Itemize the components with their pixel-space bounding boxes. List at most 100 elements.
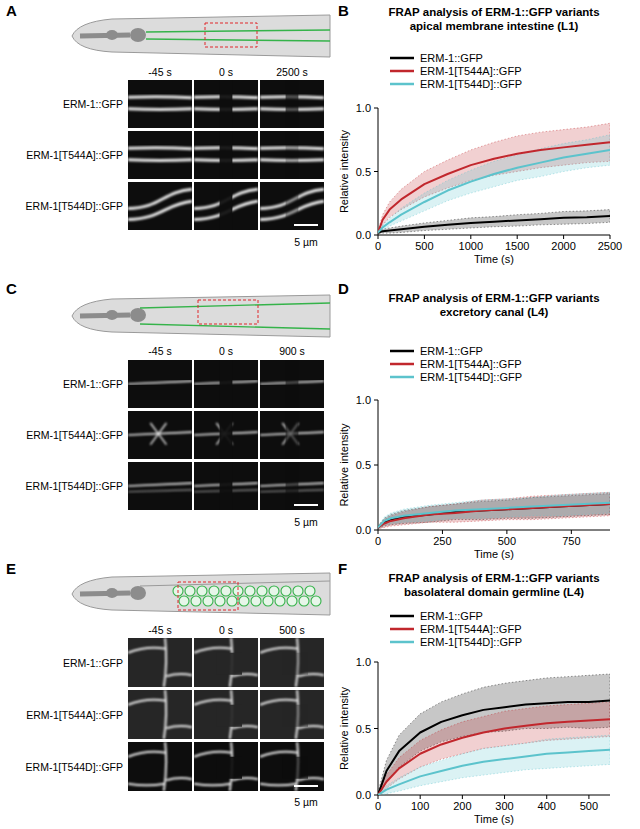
time-label: 900 s [279, 345, 305, 357]
canal [128, 490, 192, 492]
subtitle: apical membrane intestine (L1) [410, 20, 579, 32]
y-tick [374, 400, 378, 401]
membrane [128, 107, 192, 111]
panel-label: D [338, 280, 349, 297]
legend-entry: ERM-1[T544D]::GFP [420, 371, 522, 383]
y-tick-label: 0.0 [356, 789, 371, 801]
cell-boundary [194, 784, 230, 786]
x-axis-label: Time (s) [474, 813, 514, 825]
x-tick-label: 2500 [598, 240, 622, 252]
canal [128, 483, 192, 486]
micrograph-content [260, 462, 324, 510]
cell-boundary [260, 700, 298, 705]
time-label: -45 s [148, 66, 171, 78]
cell-boundary [128, 752, 166, 757]
series-line [378, 216, 610, 233]
x-axis [378, 530, 610, 531]
legend-entry: ERM-1[T544D]::GFP [420, 78, 522, 90]
bleach-region [286, 131, 299, 179]
germ-cell [263, 596, 273, 606]
x-tick [470, 235, 471, 239]
plot-data [378, 123, 610, 233]
signal [128, 381, 192, 384]
micrograph-content [128, 381, 192, 384]
micrograph [194, 131, 258, 179]
x-tick [546, 795, 547, 799]
y-tick-label: 0.0 [356, 524, 371, 536]
x-tick-label: 1000 [459, 240, 483, 252]
signal [128, 483, 192, 492]
micrograph-content [128, 483, 192, 492]
excretory-canal [140, 324, 330, 329]
scale-bar-label: 5 µm [294, 516, 318, 528]
x-axis-label: Time (s) [474, 548, 514, 560]
y-tick [374, 465, 378, 466]
micrograph [194, 690, 258, 739]
row-label: ERM-1[T544D]::GFP [26, 761, 123, 773]
x-tick-label: 500 [580, 800, 598, 812]
x-tick [378, 530, 379, 534]
micrograph [194, 80, 258, 128]
row-label: ERM-1[T544A]::GFP [26, 709, 123, 721]
legend-entry: ERM-1::GFP [420, 345, 483, 357]
germ-cell [293, 586, 303, 596]
bleach-region [282, 757, 308, 779]
error-band [378, 135, 610, 234]
row-label: ERM-1[T544A]::GFP [26, 429, 123, 441]
germ-cell [287, 596, 297, 606]
signal [128, 638, 192, 687]
error-band [378, 492, 610, 528]
micrograph-content [128, 690, 192, 739]
bleach-region [282, 705, 308, 727]
micrograph-content [194, 742, 258, 791]
series-line [378, 719, 610, 795]
pharynx [80, 315, 130, 316]
micrograph [128, 742, 192, 791]
y-tick-label: 0.0 [356, 229, 371, 241]
x-tick [571, 530, 572, 534]
legend-swatch [390, 641, 414, 644]
panel-label: F [338, 560, 347, 577]
micrograph [194, 742, 258, 791]
cell-boundary [194, 648, 232, 653]
error-band [378, 702, 610, 795]
germ-cell [299, 596, 309, 606]
germ-cell [257, 586, 267, 596]
x-tick-label: 2000 [551, 240, 575, 252]
micrograph-content [128, 742, 192, 791]
signal [194, 742, 258, 791]
chart: DFRAP analysis of ERM-1::GFP variantsexc… [338, 280, 610, 560]
panel-label: E [6, 560, 16, 577]
micrograph [194, 462, 258, 510]
x-tick-label: 300 [495, 800, 513, 812]
micrograph-content [194, 360, 258, 408]
micrograph-content [128, 189, 192, 219]
pharynx [80, 593, 130, 594]
cell-boundary [194, 752, 232, 757]
legend-entry: ERM-1[T544D]::GFP [420, 636, 522, 648]
legend-swatch [390, 70, 414, 73]
cell-boundary [260, 648, 298, 653]
y-tick [374, 728, 378, 729]
y-axis-label: Relative intensity [338, 423, 350, 507]
error-band [378, 492, 610, 528]
legend-swatch [390, 57, 414, 60]
bleach-region [220, 80, 233, 128]
pharynx-bulb [106, 310, 118, 320]
y-tick-label: 0.5 [356, 459, 371, 471]
micrograph [194, 638, 258, 687]
scale-bar-label: 5 µm [294, 796, 318, 808]
x-axis [378, 235, 610, 236]
roi-box [178, 582, 238, 610]
legend-entry: ERM-1[T544A]::GFP [420, 65, 521, 77]
signal [260, 638, 324, 687]
signal [128, 742, 192, 791]
pharynx-bulb [130, 308, 146, 322]
cell-boundary [194, 700, 232, 705]
micrograph [260, 80, 324, 128]
chart: FFRAP analysis of ERM-1::GFP variantsbas… [338, 560, 610, 825]
germ-cell [305, 586, 315, 596]
bleach-region [220, 360, 233, 408]
germ-cell [281, 586, 291, 596]
legend-swatch [390, 83, 414, 86]
